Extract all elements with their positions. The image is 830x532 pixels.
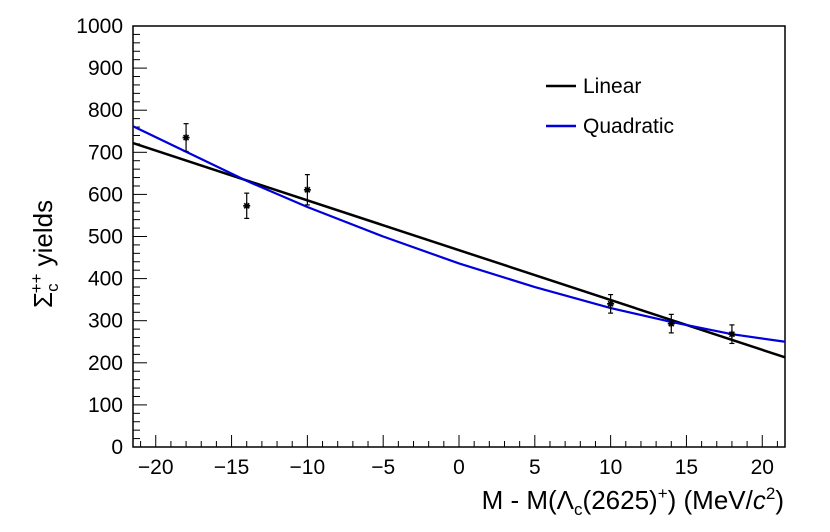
data-point: [667, 313, 675, 334]
ticks: −20 −15 −10 −5 0 5 10 15 20010020030040050060070…: [76, 15, 778, 479]
legend-label-quadratic: Quadratic: [583, 115, 674, 138]
y-tick-label: 600: [88, 183, 123, 206]
y-tick-label: 200: [88, 352, 123, 375]
x-tick-label: 10: [599, 456, 622, 479]
point-marker: [303, 186, 311, 194]
data-point: [243, 192, 251, 219]
y-tick-label: 900: [88, 57, 123, 80]
x-axis-title: M - M(Λc(2625)+) (MeV/c2): [482, 484, 784, 519]
point-marker: [728, 330, 736, 338]
data-point: [182, 123, 190, 153]
y-tick-label: 100: [88, 394, 123, 417]
quadratic-fit-line: [132, 125, 786, 343]
y-tick-label: 500: [88, 226, 123, 249]
x-tick-label: −5: [371, 456, 395, 479]
y-tick-label: 1000: [76, 15, 123, 38]
y-tick-label: 700: [88, 141, 123, 164]
point-marker: [667, 320, 675, 328]
x-tick-label: −20: [138, 456, 174, 479]
y-tick-label: 800: [88, 99, 123, 122]
point-marker: [243, 202, 251, 210]
x-tick-label: 5: [529, 456, 541, 479]
fit-curves: [132, 125, 786, 359]
x-tick-label: −10: [290, 456, 326, 479]
x-tick-label: −15: [214, 456, 250, 479]
y-tick-label: 0: [111, 436, 123, 459]
legend: Linear Quadratic: [546, 75, 674, 138]
point-marker: [182, 134, 190, 142]
plot-frame: [132, 25, 786, 448]
point-marker: [607, 300, 615, 308]
x-tick-label: 15: [675, 456, 698, 479]
data-point: [303, 174, 311, 206]
data-points: [182, 123, 736, 345]
data-point: [728, 324, 736, 345]
x-tick-label: 20: [751, 456, 774, 479]
legend-label-linear: Linear: [583, 75, 641, 98]
y-tick-label: 300: [88, 310, 123, 333]
y-axis-title: Σc++ yields: [27, 200, 62, 308]
y-tick-label: 400: [88, 268, 123, 291]
x-tick-label: 0: [453, 456, 465, 479]
data-point: [607, 293, 615, 314]
